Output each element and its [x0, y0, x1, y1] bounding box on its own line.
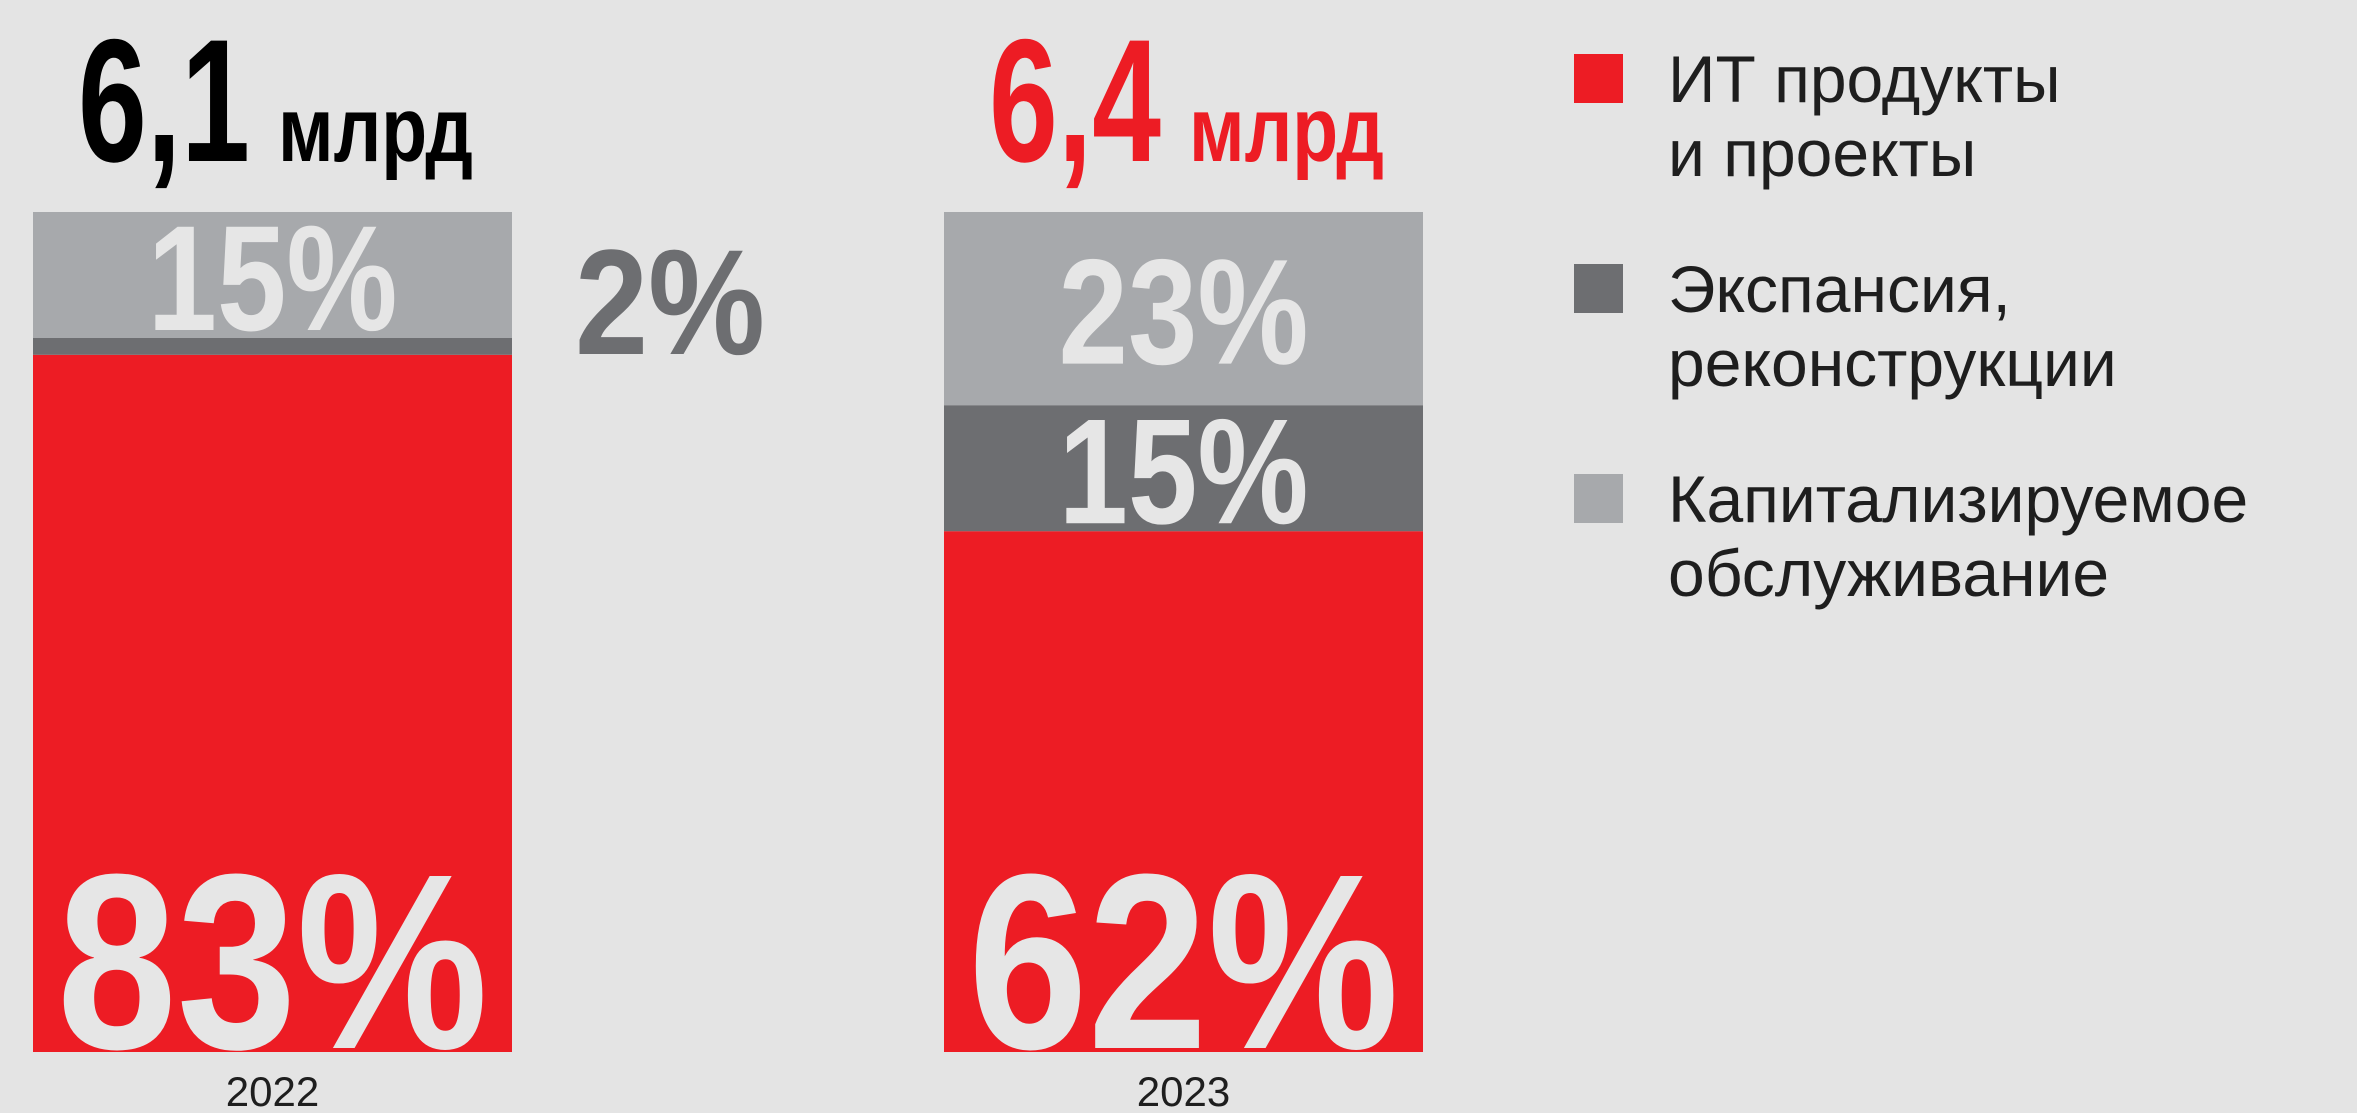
legend-label: Капитализируемое обслуживание: [1668, 462, 2249, 610]
bar-segment: [33, 338, 512, 355]
bar-segment: [944, 405, 1423, 532]
value-label: 62%: [968, 822, 1399, 1101]
legend-label: ИТ продукты и проекты: [1668, 42, 2061, 190]
legend: ИТ продукты и проекты Экспансия, реконстр…: [1574, 42, 2248, 672]
legend-swatch: [1574, 54, 1623, 103]
bar-segment: [33, 212, 512, 338]
value-label: 15%: [1059, 387, 1309, 555]
legend-label: Экспансия, реконструкции: [1668, 252, 2117, 400]
legend-swatch: [1574, 264, 1623, 313]
legend-item: Экспансия, реконструкции: [1574, 252, 2248, 400]
value-label: 2%: [575, 218, 765, 386]
total-unit: млрд: [1189, 79, 1384, 181]
legend-swatch: [1574, 474, 1623, 523]
bar-segment: [944, 212, 1423, 406]
legend-item: ИТ продукты и проекты: [1574, 42, 2248, 190]
value-label: 15%: [148, 194, 398, 362]
x-tick-label: 2022: [226, 1068, 319, 1113]
bar-segment: [33, 354, 512, 1052]
bar-segment: [944, 531, 1423, 1052]
value-label: 83%: [57, 822, 488, 1101]
legend-item: Капитализируемое обслуживание: [1574, 462, 2248, 610]
total-label: 6,4: [989, 4, 1161, 199]
x-tick-label: 2023: [1137, 1068, 1230, 1113]
total-label: 6,1: [78, 4, 250, 199]
value-label: 23%: [1059, 228, 1309, 396]
total-unit: млрд: [278, 79, 473, 181]
